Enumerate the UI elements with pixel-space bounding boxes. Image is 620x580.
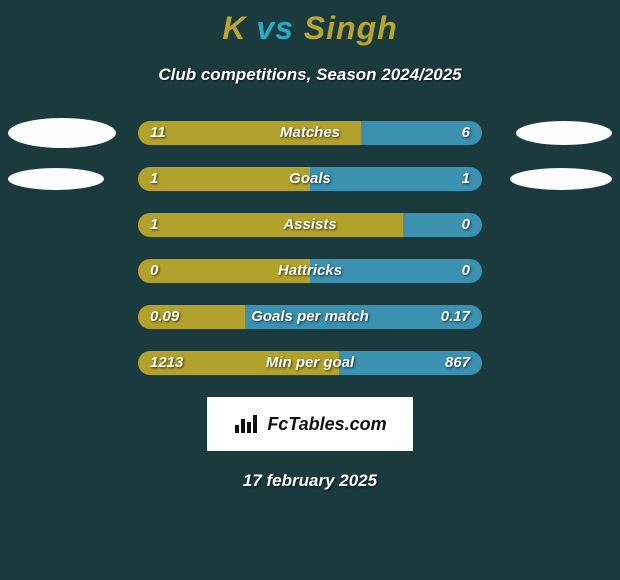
bar-segment-right bbox=[310, 259, 482, 283]
player-shape-right bbox=[516, 121, 612, 145]
bar-segment-left bbox=[138, 259, 310, 283]
subtitle: Club competitions, Season 2024/2025 bbox=[0, 65, 620, 85]
stat-row: Goals11 bbox=[0, 167, 620, 191]
bar-segment-left bbox=[138, 167, 310, 191]
stat-bar: Assists10 bbox=[138, 213, 482, 237]
stat-row: Goals per match0.090.17 bbox=[0, 305, 620, 329]
title-player1: K bbox=[222, 10, 246, 46]
bar-segment-left bbox=[138, 351, 339, 375]
bar-segment-right bbox=[403, 213, 482, 237]
bar-segment-left bbox=[138, 305, 245, 329]
title-player2: Singh bbox=[304, 10, 398, 46]
stat-row: Assists10 bbox=[0, 213, 620, 237]
bar-segment-left bbox=[138, 121, 361, 145]
brand-text: FcTables.com bbox=[267, 414, 386, 435]
player-shape-left bbox=[8, 118, 116, 148]
date-text: 17 february 2025 bbox=[0, 471, 620, 491]
stat-bar: Matches116 bbox=[138, 121, 482, 145]
stat-bar: Hattricks00 bbox=[138, 259, 482, 283]
brand-badge: FcTables.com bbox=[207, 397, 413, 451]
bar-segment-right bbox=[339, 351, 482, 375]
bar-chart-icon bbox=[233, 413, 261, 435]
stat-row: Matches116 bbox=[0, 121, 620, 145]
player-shape-right bbox=[510, 168, 612, 190]
bar-segment-right bbox=[245, 305, 482, 329]
stat-bar: Min per goal1213867 bbox=[138, 351, 482, 375]
stat-row: Min per goal1213867 bbox=[0, 351, 620, 375]
player-shape-left bbox=[8, 168, 104, 190]
comparison-chart: Matches116 Goals11 Assists10 Hattricks00 Goa… bbox=[0, 121, 620, 375]
bar-segment-right bbox=[310, 167, 482, 191]
stat-bar: Goals11 bbox=[138, 167, 482, 191]
stat-row: Hattricks00 bbox=[0, 259, 620, 283]
title-vs: vs bbox=[256, 10, 294, 46]
comparison-infographic: K vs Singh Club competitions, Season 202… bbox=[0, 0, 620, 580]
bar-segment-left bbox=[138, 213, 403, 237]
page-title: K vs Singh bbox=[0, 0, 620, 47]
stat-bar: Goals per match0.090.17 bbox=[138, 305, 482, 329]
bar-segment-right bbox=[361, 121, 482, 145]
